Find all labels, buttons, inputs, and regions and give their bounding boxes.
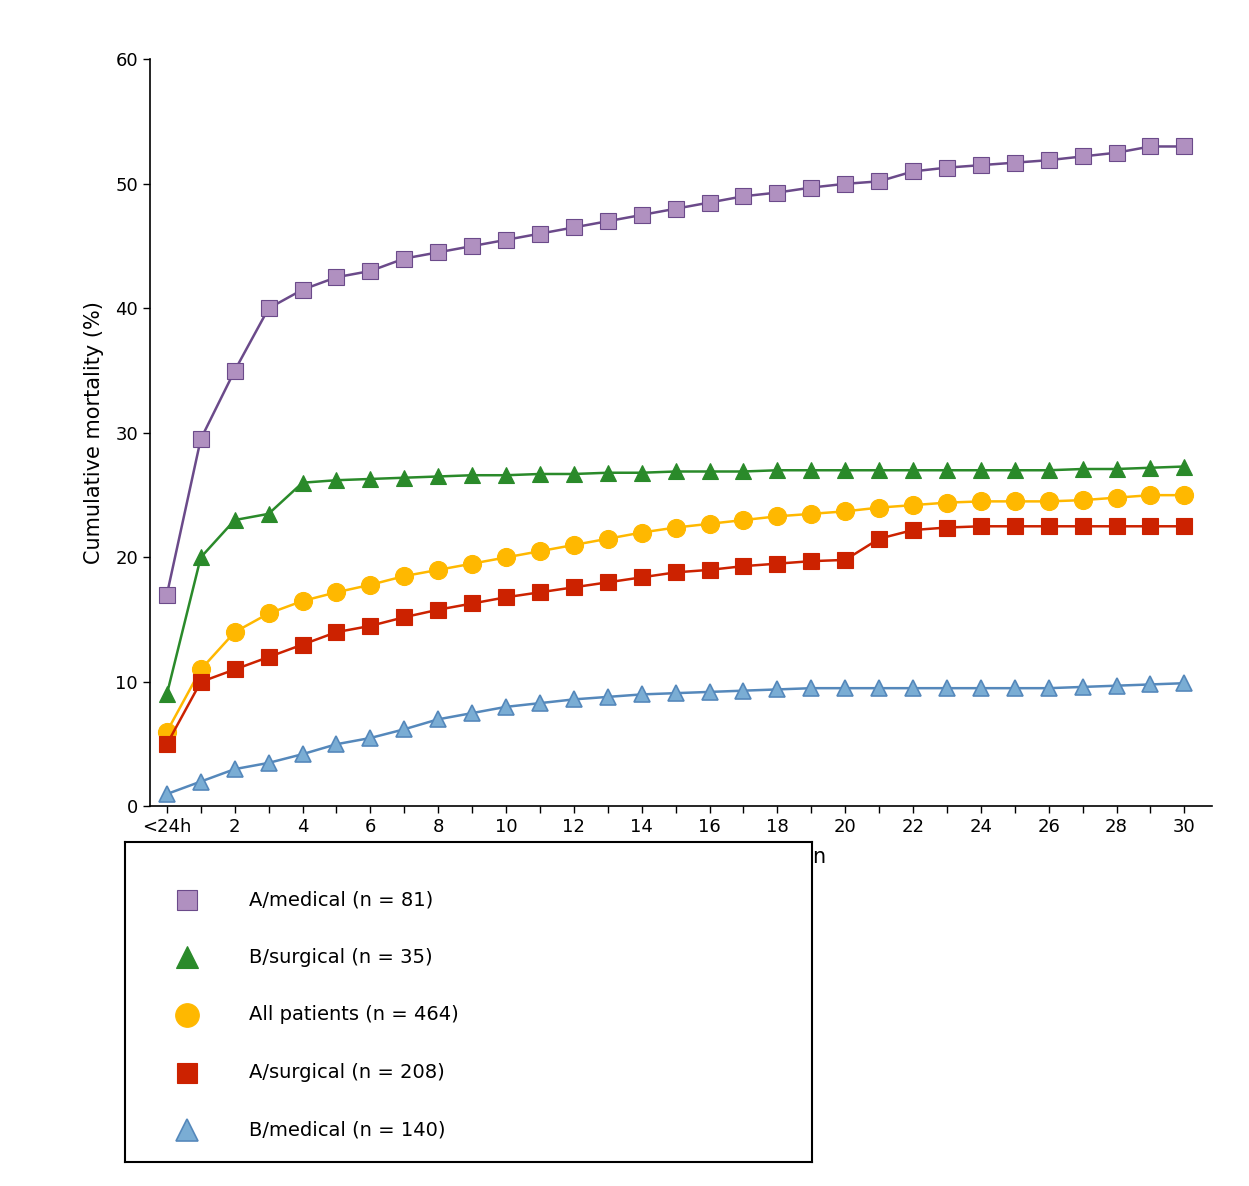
Text: All patients (n = 464): All patients (n = 464) — [249, 1006, 458, 1025]
Text: B/surgical (n = 35): B/surgical (n = 35) — [249, 948, 432, 967]
Text: B/medical (n = 140): B/medical (n = 140) — [249, 1121, 445, 1140]
X-axis label: Days following presentation: Days following presentation — [535, 847, 827, 867]
Y-axis label: Cumulative mortality (%): Cumulative mortality (%) — [84, 301, 104, 565]
Text: A/surgical (n = 208): A/surgical (n = 208) — [249, 1063, 445, 1082]
Text: A/medical (n = 81): A/medical (n = 81) — [249, 891, 433, 910]
